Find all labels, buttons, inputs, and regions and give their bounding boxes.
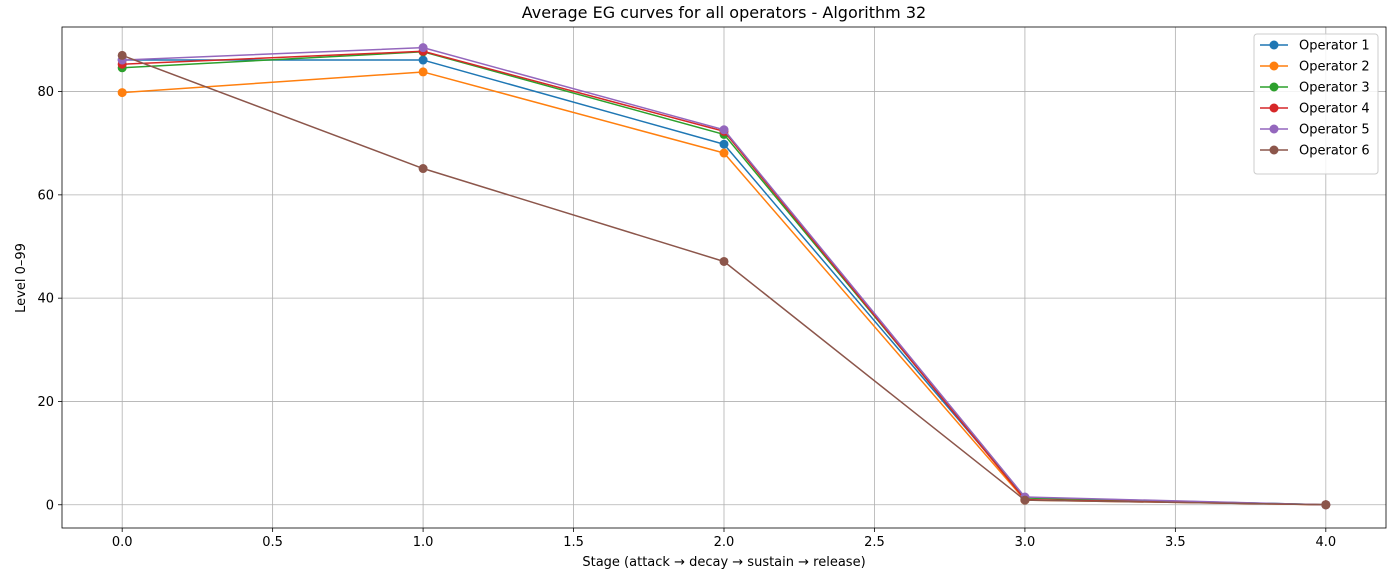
series-operator-6: [117, 50, 1331, 510]
x-tick-label: 3.0: [1015, 535, 1036, 550]
legend-label: Operator 2: [1299, 60, 1370, 75]
legend-item: Operator 3: [1260, 81, 1370, 96]
x-tick-label: 1.5: [563, 535, 584, 550]
legend-label: Operator 5: [1299, 123, 1370, 138]
data-point: [418, 164, 428, 174]
legend-marker: [1269, 40, 1279, 50]
data-point: [719, 148, 729, 158]
legend-marker: [1269, 124, 1279, 134]
data-point: [1321, 500, 1331, 510]
data-point: [1020, 495, 1030, 505]
y-axis-label: Level 0–99: [14, 243, 29, 313]
legend-marker: [1269, 145, 1279, 155]
data-point: [418, 43, 428, 53]
series-layer: [117, 43, 1331, 510]
ticks: 0.0 0.5 1.0 1.5 2.0 2.5 3.0 3.5 4.0 0 20 40 60 80: [37, 85, 1336, 550]
y-tick-label: 40: [37, 292, 54, 307]
legend-marker: [1269, 103, 1279, 113]
legend-item: Operator 6: [1260, 144, 1370, 159]
data-point: [719, 125, 729, 135]
legend-label: Operator 6: [1299, 144, 1370, 159]
y-tick-label: 0: [46, 498, 54, 513]
legend-label: Operator 4: [1299, 102, 1370, 117]
y-tick-label: 20: [37, 395, 54, 410]
data-point: [418, 55, 428, 65]
x-tick-label: 2.0: [714, 535, 735, 550]
x-tick-label: 0.0: [112, 535, 133, 550]
legend-item: Operator 1: [1260, 39, 1370, 54]
x-tick-label: 4.0: [1315, 535, 1336, 550]
y-tick-label: 80: [37, 85, 54, 100]
chart-title: Average EG curves for all operators - Al…: [522, 3, 926, 22]
legend-item: Operator 2: [1260, 60, 1370, 75]
legend-label: Operator 3: [1299, 81, 1370, 96]
legend-marker: [1269, 61, 1279, 71]
legend-marker: [1269, 82, 1279, 92]
legend-item: Operator 4: [1260, 102, 1370, 117]
x-tick-label: 2.5: [864, 535, 885, 550]
legend-item: Operator 5: [1260, 123, 1370, 138]
x-tick-label: 1.0: [413, 535, 434, 550]
legend: Operator 1 Operator 2 Operator 3 Operator 4…: [1253, 33, 1379, 175]
x-tick-label: 0.5: [262, 535, 283, 550]
x-tick-label: 3.5: [1165, 535, 1186, 550]
x-axis-label: Stage (attack → decay → sustain → releas…: [582, 555, 865, 569]
legend-label: Operator 1: [1299, 39, 1370, 54]
data-point: [719, 139, 729, 149]
legend-frame: [1253, 33, 1379, 175]
y-tick-label: 60: [37, 188, 54, 203]
data-point: [719, 256, 729, 266]
data-point: [117, 88, 127, 98]
data-point: [117, 50, 127, 60]
data-point: [418, 67, 428, 77]
